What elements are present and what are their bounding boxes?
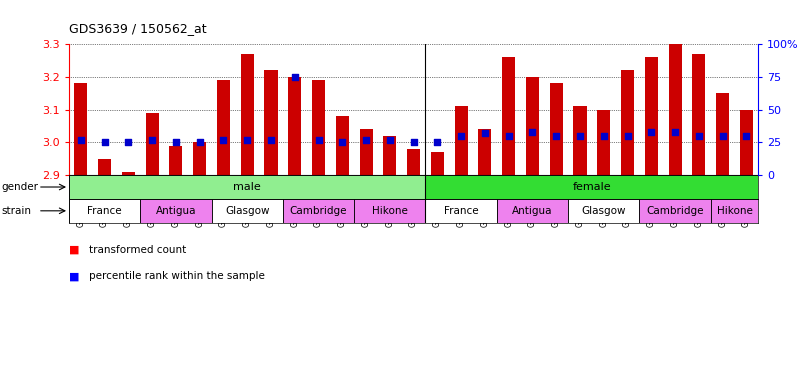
Bar — [384, 136, 397, 175]
Bar — [550, 83, 563, 175]
Bar — [639, 199, 710, 223]
Point — [241, 137, 254, 143]
Point — [573, 133, 586, 139]
Point — [740, 133, 753, 139]
Point — [455, 133, 468, 139]
Point — [550, 133, 563, 139]
Bar — [122, 172, 135, 175]
Point — [98, 139, 111, 146]
Bar — [336, 116, 349, 175]
Text: ■: ■ — [69, 271, 79, 281]
Point — [288, 74, 301, 80]
Bar — [431, 152, 444, 175]
Bar — [140, 199, 212, 223]
Text: gender: gender — [2, 182, 39, 192]
Bar — [212, 199, 283, 223]
Bar — [426, 199, 497, 223]
Point — [217, 137, 230, 143]
Point — [122, 139, 135, 146]
Text: France: France — [444, 206, 478, 216]
Point — [407, 139, 420, 146]
Bar — [75, 83, 88, 175]
Text: France: France — [88, 206, 122, 216]
Text: Antigua: Antigua — [513, 206, 553, 216]
Point — [597, 133, 610, 139]
Text: transformed count: transformed count — [89, 245, 187, 255]
Point — [668, 129, 681, 135]
Point — [312, 137, 325, 143]
Bar — [526, 77, 539, 175]
Point — [359, 137, 372, 143]
Bar — [241, 54, 254, 175]
Point — [193, 139, 206, 146]
Bar — [169, 146, 182, 175]
Bar — [502, 57, 515, 175]
Point — [146, 137, 159, 143]
Bar — [69, 199, 140, 223]
Bar — [455, 106, 468, 175]
Text: Glasgow: Glasgow — [225, 206, 269, 216]
Bar — [478, 129, 491, 175]
Point — [264, 137, 277, 143]
Bar — [359, 129, 372, 175]
Text: strain: strain — [2, 206, 32, 216]
Text: female: female — [573, 182, 611, 192]
Bar — [426, 175, 758, 199]
Bar — [710, 199, 758, 223]
Text: Hikone: Hikone — [372, 206, 408, 216]
Point — [621, 133, 634, 139]
Bar — [621, 70, 634, 175]
Bar — [740, 109, 753, 175]
Bar — [716, 93, 729, 175]
Text: Antigua: Antigua — [156, 206, 196, 216]
Text: GDS3639 / 150562_at: GDS3639 / 150562_at — [69, 22, 207, 35]
Bar — [283, 199, 354, 223]
Point — [75, 137, 88, 143]
Bar — [312, 80, 325, 175]
Point — [478, 130, 491, 136]
Text: male: male — [234, 182, 261, 192]
Bar — [217, 80, 230, 175]
Point — [526, 129, 539, 135]
Bar — [193, 142, 206, 175]
Text: percentile rank within the sample: percentile rank within the sample — [89, 271, 265, 281]
Point — [645, 129, 658, 135]
Text: Cambridge: Cambridge — [290, 206, 347, 216]
Bar — [407, 149, 420, 175]
Point — [384, 137, 397, 143]
Point — [336, 139, 349, 146]
Bar — [497, 199, 569, 223]
Bar — [69, 175, 426, 199]
Bar — [569, 199, 639, 223]
Point — [502, 133, 515, 139]
Bar — [597, 109, 611, 175]
Point — [693, 133, 706, 139]
Text: Cambridge: Cambridge — [646, 206, 704, 216]
Point — [716, 133, 729, 139]
Text: ■: ■ — [69, 245, 79, 255]
Bar — [146, 113, 159, 175]
Point — [431, 139, 444, 146]
Text: Hikone: Hikone — [717, 206, 753, 216]
Bar — [668, 44, 681, 175]
Bar — [98, 159, 111, 175]
Bar — [354, 199, 426, 223]
Bar — [264, 70, 277, 175]
Bar — [573, 106, 586, 175]
Bar — [693, 54, 706, 175]
Bar — [288, 77, 302, 175]
Bar — [645, 57, 658, 175]
Point — [169, 139, 182, 146]
Text: Glasgow: Glasgow — [581, 206, 626, 216]
